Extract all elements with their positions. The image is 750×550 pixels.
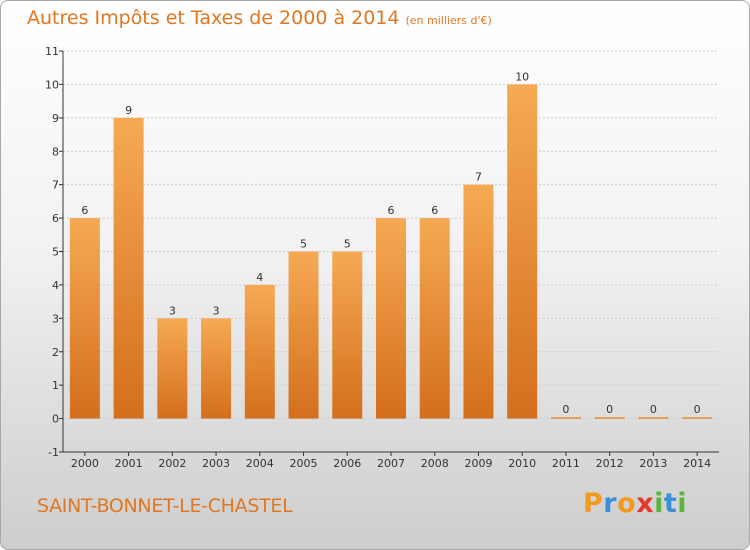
data-label: 10 [515, 70, 529, 83]
labels: -1 0 1 2 3 4 5 6 7 8 9 10 11 6 2000 9 2001 3 2002 3 2003 4 200… [45, 45, 711, 470]
x-tick-label: 2011 [552, 457, 580, 470]
x-tick-label: 2013 [639, 457, 667, 470]
y-tick-label: 0 [52, 413, 59, 426]
y-tick-label: -1 [48, 446, 59, 459]
data-label: 7 [475, 171, 482, 184]
data-label: 6 [431, 204, 438, 217]
bar [288, 251, 319, 419]
logo-letter: o [617, 488, 637, 519]
commune-name: SAINT-BONNET-LE-CHASTEL [37, 495, 293, 517]
x-tick-label: 2008 [421, 457, 449, 470]
x-tick-label: 2006 [333, 457, 361, 470]
bar [463, 184, 494, 419]
bar [419, 218, 450, 419]
data-label: 6 [388, 204, 395, 217]
data-label: 5 [344, 238, 351, 251]
y-tick-label: 9 [52, 112, 59, 125]
data-label: 4 [256, 271, 263, 284]
y-tick-label: 3 [52, 312, 59, 325]
logo-letter: t [663, 488, 678, 519]
bar [157, 318, 188, 419]
logo-letter: P [583, 488, 604, 519]
logo-letter: x [636, 488, 655, 519]
bar [201, 318, 232, 419]
x-tick-label: 2002 [158, 457, 186, 470]
data-label: 0 [562, 403, 569, 416]
y-tick-label: 7 [52, 179, 59, 192]
y-tick-label: 6 [52, 212, 59, 225]
bar [682, 417, 713, 419]
bar [244, 284, 275, 419]
y-tick-label: 4 [52, 279, 59, 292]
bars [69, 84, 713, 419]
bar [113, 117, 144, 419]
x-tick-label: 2007 [377, 457, 405, 470]
y-tick-label: 1 [52, 379, 59, 392]
y-tick-label: 2 [52, 346, 59, 359]
proxiti-logo: Proxiti [583, 488, 687, 519]
x-tick-label: 2010 [508, 457, 536, 470]
x-tick-label: 2001 [115, 457, 143, 470]
x-tick-label: 2003 [202, 457, 230, 470]
x-tick-label: 2005 [290, 457, 318, 470]
logo-letter: r [603, 488, 618, 519]
y-tick-label: 5 [52, 246, 59, 259]
x-tick-label: 2012 [596, 457, 624, 470]
data-label: 0 [650, 403, 657, 416]
x-tick-label: 2014 [683, 457, 711, 470]
bar [332, 251, 363, 419]
bar [69, 218, 100, 419]
y-tick-label: 8 [52, 145, 59, 158]
logo-letter: i [654, 488, 664, 519]
data-label: 5 [300, 238, 307, 251]
bar [507, 84, 538, 419]
chart-title: Autres Impôts et Taxes de 2000 à 2014 [27, 7, 400, 29]
y-tick-label: 11 [45, 45, 59, 58]
data-label: 9 [125, 104, 132, 117]
bar [594, 417, 625, 419]
x-tick-label: 2004 [246, 457, 274, 470]
data-label: 0 [606, 403, 613, 416]
x-tick-label: 2000 [71, 457, 99, 470]
axes [59, 50, 719, 456]
bar [376, 218, 406, 419]
bar [638, 417, 669, 419]
logo-letter: i [677, 488, 688, 519]
chart-unit: (en milliers d'€) [405, 14, 492, 27]
data-label: 3 [169, 304, 176, 317]
bar [550, 417, 581, 419]
chart-title-row: Autres Impôts et Taxes de 2000 à 2014 (en… [27, 7, 492, 29]
x-tick-label: 2009 [464, 457, 492, 470]
data-label: 6 [81, 204, 88, 217]
y-tick-label: 10 [45, 78, 59, 91]
data-label: 0 [694, 403, 701, 416]
data-label: 3 [213, 304, 220, 317]
